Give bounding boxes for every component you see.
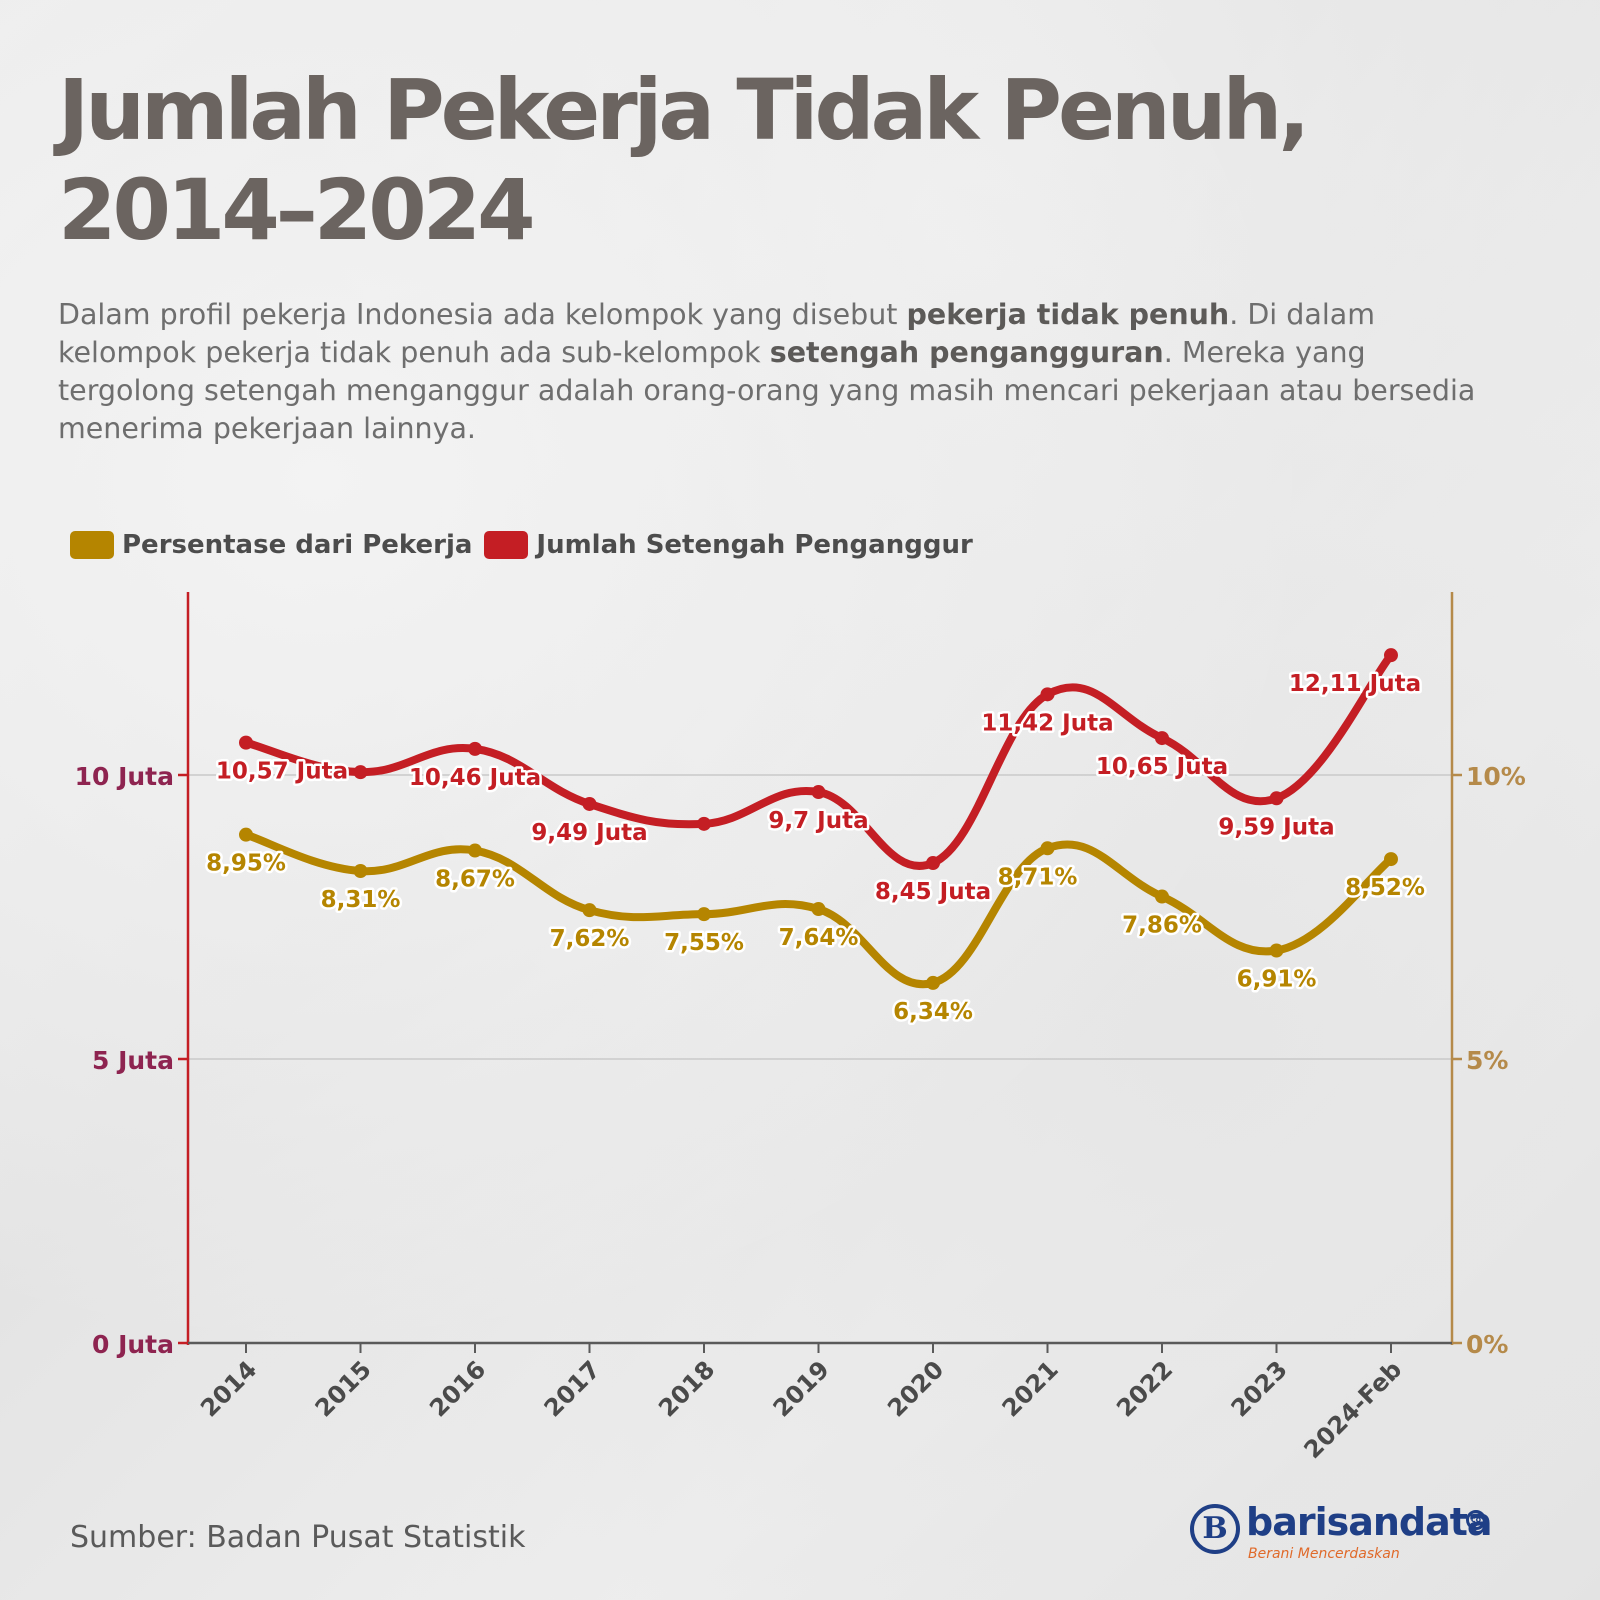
legend-swatch-percent: [70, 531, 114, 559]
data-label-percent: 8,31%: [321, 887, 401, 913]
data-point-count: [1269, 791, 1284, 806]
page-title: Jumlah Pekerja Tidak Penuh, 2014–2024: [58, 60, 1538, 260]
data-label-count: 9,49 Juta: [531, 820, 647, 846]
data-point-percent: [1384, 852, 1398, 867]
legend-item-percent: Persentase dari Pekerja: [70, 530, 472, 560]
left-axis-tick-label: 0 Juta: [92, 1330, 174, 1359]
data-label-count: 12,11 Juta: [1289, 671, 1421, 697]
data-label-count: 11,42 Juta: [981, 710, 1113, 736]
data-point-count: [1155, 731, 1169, 746]
data-point-percent: [582, 903, 597, 918]
x-axis-tick-label: 2020: [882, 1355, 949, 1422]
data-point-percent: [697, 907, 711, 922]
data-point-count: [697, 816, 711, 831]
right-axis-tick-label: 10%: [1466, 762, 1526, 791]
data-label-percent: 7,64%: [779, 925, 859, 951]
x-axis-tick-label: 2017: [539, 1355, 606, 1422]
x-axis-tick-label: 2022: [1111, 1355, 1178, 1422]
x-axis-tick-label: 2015: [310, 1355, 377, 1422]
x-axis-tick-label: 2023: [1226, 1355, 1293, 1422]
x-axis-tick-label: 2024-Feb: [1299, 1355, 1408, 1464]
data-point-count: [811, 785, 826, 800]
legend-label-percent: Persentase dari Pekerja: [122, 530, 473, 560]
data-label-percent: 8,95%: [206, 851, 286, 877]
data-point-percent: [1040, 841, 1055, 856]
data-label-count: 8,45 Juta: [875, 879, 991, 905]
x-axis-tick-label: 2021: [997, 1355, 1064, 1422]
data-point-count: [1040, 687, 1055, 702]
brand-name: barisandata: [1246, 1500, 1493, 1544]
data-label-count: 10,65 Juta: [1096, 754, 1228, 780]
left-axis-tick-label: 10 Juta: [75, 762, 174, 791]
description-bold-2: setengah pengangguran: [769, 336, 1164, 369]
data-label-count: 9,59 Juta: [1218, 814, 1334, 840]
series-line-count: [242, 651, 1395, 870]
data-point-percent: [468, 843, 482, 858]
description-text-1: Dalam profil pekerja Indonesia ada kelom…: [58, 298, 907, 331]
description: Dalam profil pekerja Indonesia ada kelom…: [58, 296, 1498, 448]
label-layer: 10,57 Juta 10,46 Juta 9,49 Juta 9,7 Juta 8,4…: [204, 669, 1428, 1028]
series-layer: [239, 648, 1398, 990]
series-line-percent: [242, 830, 1395, 989]
data-label-percent: 7,62%: [550, 926, 630, 952]
data-label-percent: 7,55%: [664, 930, 744, 956]
right-axis-tick-label: 5%: [1466, 1046, 1508, 1075]
data-label-percent: 8,52%: [1345, 875, 1425, 901]
data-point-percent: [926, 975, 940, 990]
data-point-count: [468, 741, 482, 756]
data-point-percent: [1269, 943, 1284, 958]
description-bold-1: pekerja tidak penuh: [906, 298, 1230, 331]
data-point-percent: [811, 902, 826, 917]
brand-mark-icon: B: [1190, 1504, 1240, 1554]
description-text-3: . Mereka yang tergolong setengah mengang…: [58, 336, 1476, 445]
data-label-percent: 6,91%: [1237, 967, 1317, 993]
brand-suffix: co: [1466, 1510, 1486, 1530]
x-axis-tick-label: 2016: [424, 1355, 491, 1422]
data-point-count: [353, 765, 368, 780]
grid-layer: [188, 774, 1452, 1060]
legend-item-count: Jumlah Setengah Penganggur: [484, 530, 973, 560]
legend-swatch-count: [484, 531, 529, 559]
x-axis-tick-label: 2014: [195, 1355, 262, 1422]
axis-layer: 0 Juta 5 Juta 10 Juta 0% 5% 10% 2014 2015 2016 20…: [75, 592, 1526, 1464]
data-point-percent: [239, 827, 253, 842]
chart-legend: Persentase dari Pekerja Jumlah Setengah …: [70, 530, 985, 560]
x-axis-tick-label: 2018: [653, 1355, 720, 1422]
data-point-count: [1384, 648, 1398, 663]
data-point-count: [239, 735, 253, 750]
data-point-count: [926, 856, 940, 871]
brand-tagline: Berani Mencerdaskan: [1248, 1546, 1400, 1562]
data-label-percent: 8,71%: [998, 864, 1078, 890]
x-axis-tick-label: 2019: [768, 1355, 835, 1422]
data-label-count: 10,57 Juta: [216, 759, 348, 785]
data-label-percent: 6,34%: [893, 999, 973, 1025]
data-label-count: 10,46 Juta: [409, 765, 541, 791]
legend-label-count: Jumlah Setengah Penganggur: [536, 530, 973, 560]
left-axis-tick-label: 5 Juta: [92, 1046, 174, 1075]
data-point-count: [582, 796, 597, 811]
data-label-percent: 8,67%: [435, 867, 515, 893]
data-label-count: 9,7 Juta: [768, 808, 868, 834]
source-note: Sumber: Badan Pusat Statistik: [70, 1520, 526, 1555]
right-axis-tick-label: 0%: [1466, 1330, 1508, 1359]
title-line-2: 2014–2024: [58, 161, 536, 259]
description-text-2: . Di dalam kelompok pekerja tidak penuh …: [58, 298, 1375, 369]
data-label-percent: 7,86%: [1122, 913, 1202, 939]
brand-logo: B barisandata co Berani Mencerdaskan: [1190, 1500, 1510, 1570]
title-line-1: Jumlah Pekerja Tidak Penuh,: [58, 61, 1310, 159]
data-point-percent: [1155, 889, 1169, 904]
data-point-percent: [353, 863, 368, 878]
